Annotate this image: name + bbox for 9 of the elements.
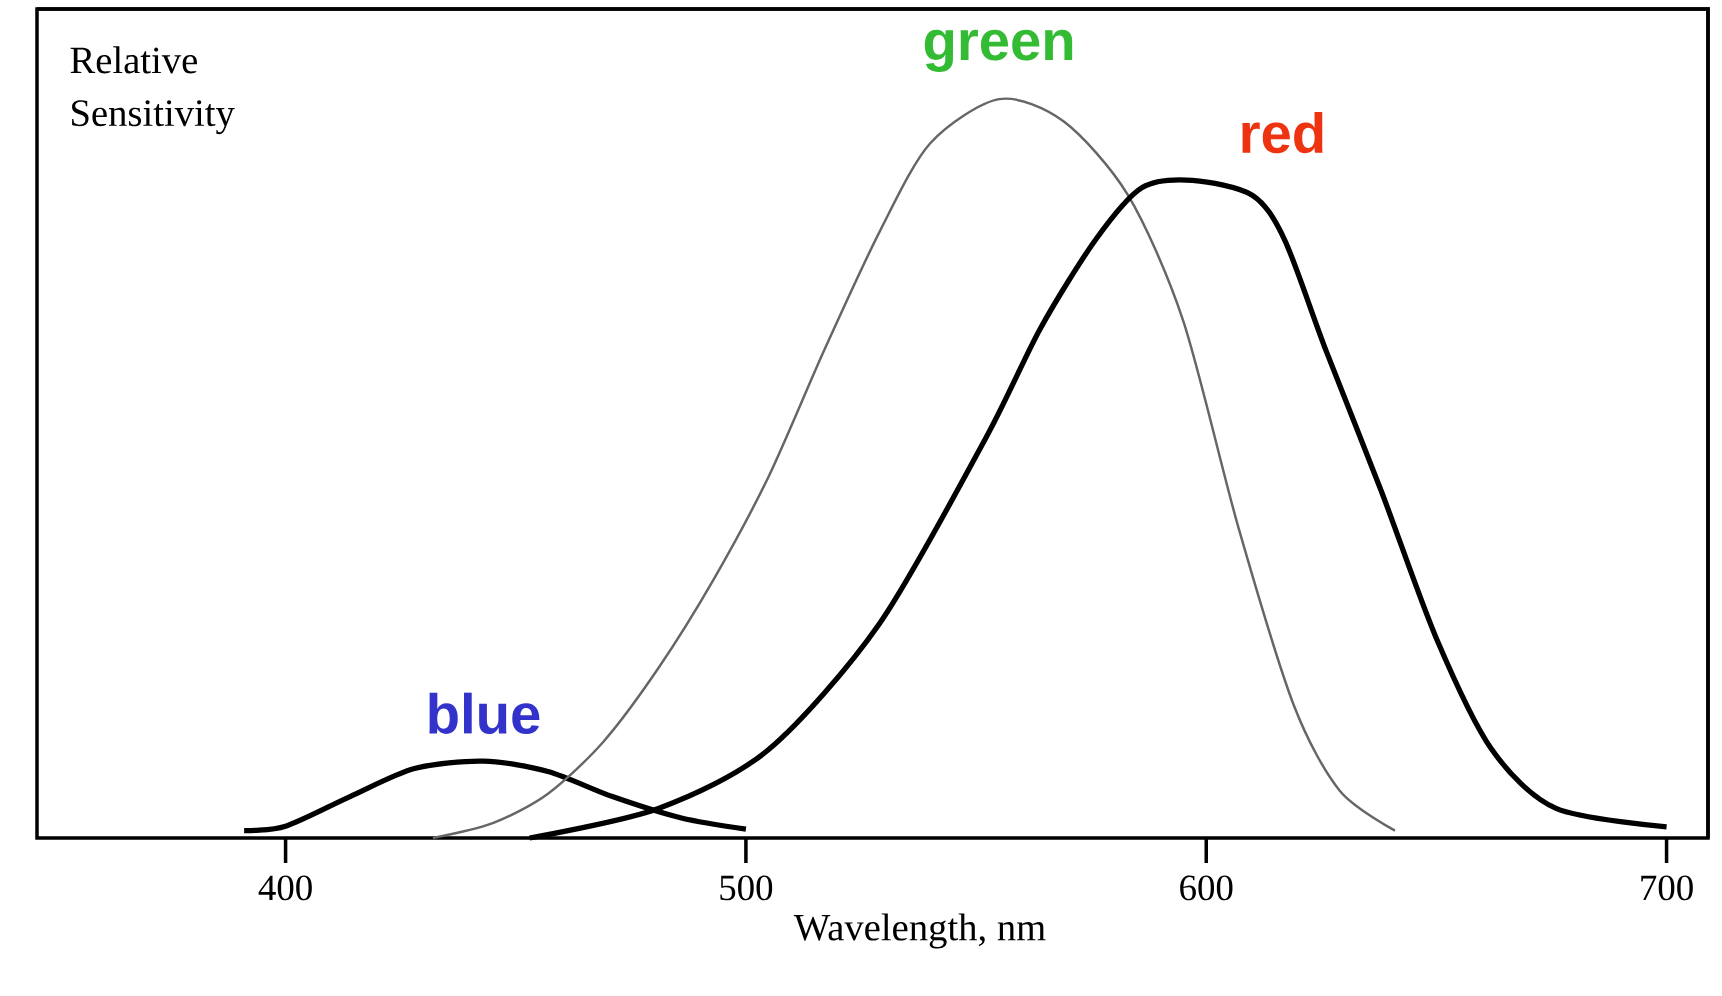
series-label: red xyxy=(1242,111,1323,154)
x-tick-label: 600 xyxy=(1180,875,1233,901)
series-label: green xyxy=(924,29,1073,72)
x-tick-label: 400 xyxy=(258,875,312,901)
series-label: blue xyxy=(429,692,540,734)
x-axis-title: Wavelength, nm xyxy=(793,913,1046,949)
x-tick-label: 500 xyxy=(720,875,773,901)
y-axis-title: Relative Sensitivity xyxy=(70,46,235,135)
x-tick-label: 700 xyxy=(1641,875,1693,901)
